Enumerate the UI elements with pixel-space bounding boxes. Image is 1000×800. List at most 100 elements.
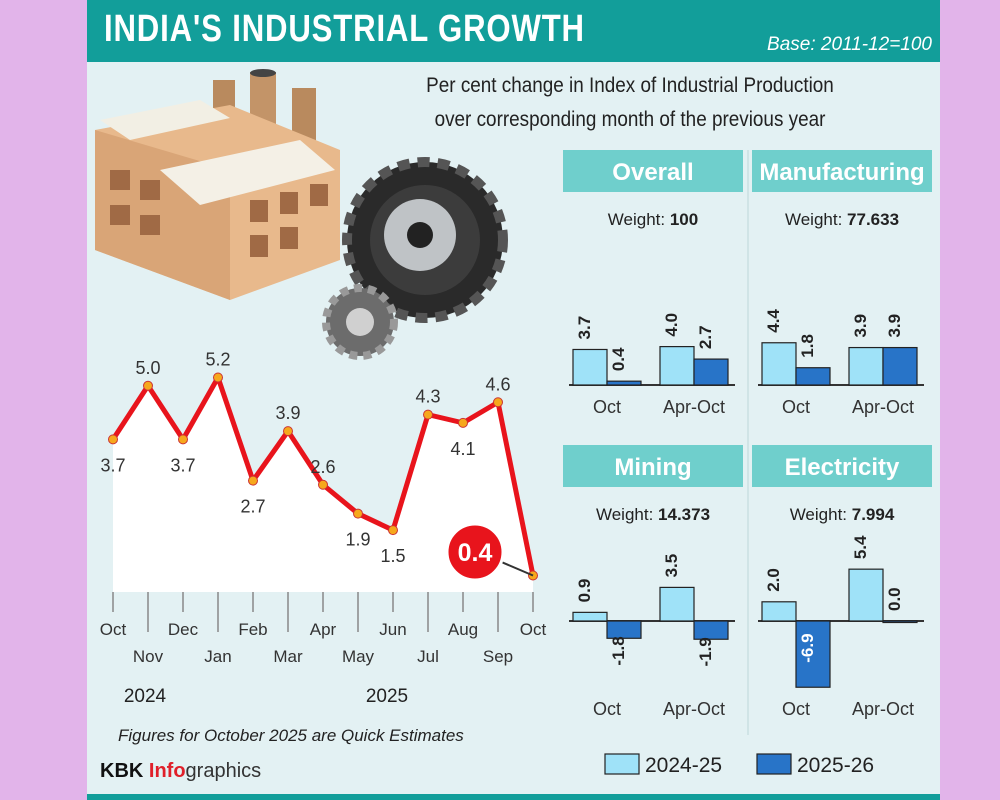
year-label: 2025	[366, 686, 408, 707]
brand-info: Info	[148, 760, 186, 782]
bar-value-label: 3.7	[575, 316, 594, 340]
x-tick-label: May	[342, 647, 375, 666]
highlight-badge	[445, 522, 505, 582]
bar	[606, 380, 642, 386]
bar-category-label: Oct	[782, 699, 810, 719]
panel-weight: Weight: 77.633	[785, 210, 899, 229]
panel-weight: Weight: 14.373	[596, 505, 710, 524]
bar	[882, 346, 918, 386]
legend-label: 2024-25	[645, 754, 722, 777]
panel-weight: Weight: 100	[608, 210, 698, 229]
bar	[606, 620, 642, 639]
bar	[848, 346, 884, 386]
header-band	[87, 0, 940, 62]
data-label: 3.9	[275, 403, 300, 423]
footnote: Figures for October 2025 are Quick Estim…	[118, 726, 464, 745]
factory-icon	[95, 69, 340, 300]
bar-category-label: Oct	[593, 699, 621, 719]
panel-title-bg	[563, 445, 743, 487]
data-label: 4.1	[450, 439, 475, 459]
bar	[882, 620, 918, 624]
x-tick-label: Jun	[379, 620, 406, 639]
data-point	[283, 426, 293, 437]
data-label: 5.0	[135, 358, 160, 378]
bar-value-label: 0.0	[885, 587, 904, 611]
year-label: 2024	[124, 686, 167, 707]
panel-title-bg	[752, 445, 932, 487]
brand-logo: KBK Infographics	[100, 760, 261, 783]
panel-title: Overall	[612, 159, 693, 186]
bar-category-label: Oct	[782, 397, 810, 417]
bar-value-label: 4.4	[764, 309, 783, 333]
bar-category-label: Apr-Oct	[663, 397, 725, 417]
panel-title-bg	[752, 150, 932, 192]
bar-value-label: 4.0	[662, 313, 681, 337]
data-point	[248, 475, 258, 486]
legend-label: 2025-26	[797, 754, 874, 777]
x-tick-label: Jul	[417, 647, 439, 666]
x-tick-label: Oct	[100, 620, 127, 639]
data-label: 3.7	[100, 455, 125, 475]
bar-value-label: 2.7	[696, 325, 715, 349]
legend-swatch	[604, 753, 640, 775]
bar	[572, 611, 608, 622]
footer-band	[87, 794, 940, 800]
bar-value-label: 0.4	[609, 347, 628, 371]
x-tick-label: Mar	[273, 647, 303, 666]
bar-value-label: 3.9	[851, 314, 870, 338]
data-point	[388, 525, 398, 536]
brand-graphics: graphics	[185, 760, 262, 782]
gear-icon	[322, 157, 508, 360]
data-label: 3.7	[170, 455, 195, 475]
data-label: 4.6	[485, 374, 510, 394]
data-point	[493, 397, 503, 408]
data-point	[108, 434, 118, 445]
bar-category-label: Apr-Oct	[852, 699, 914, 719]
bar	[848, 568, 884, 622]
x-tick-label: Apr	[310, 620, 337, 639]
x-tick-label: Dec	[168, 620, 199, 639]
bar	[795, 620, 831, 688]
bar-value-label: 2.0	[764, 568, 783, 592]
data-label: 2.7	[240, 497, 265, 517]
base-year-note: Base: 2011-12=100	[767, 34, 932, 55]
bar	[572, 348, 608, 386]
bar	[659, 346, 695, 386]
data-point	[178, 434, 188, 445]
bar	[795, 367, 831, 386]
bar-value-label: 0.9	[575, 579, 594, 603]
subtitle-line-2: over corresponding month of the previous…	[434, 108, 826, 131]
bar	[693, 620, 729, 640]
bar-value-label: -1.8	[609, 636, 628, 665]
bar-value-label: 5.4	[851, 535, 870, 559]
data-point	[423, 409, 433, 420]
data-label: 1.9	[345, 530, 370, 550]
data-label: 5.2	[205, 350, 230, 370]
brand-kbk: KBK	[100, 760, 149, 782]
panel-title: Mining	[614, 454, 691, 481]
bar	[659, 586, 695, 622]
data-label: 2.6	[310, 457, 335, 477]
data-point	[318, 479, 328, 490]
legend-swatch	[756, 753, 792, 775]
x-tick-label: Jan	[204, 647, 231, 666]
page-title: INDIA'S INDUSTRIAL GROWTH	[104, 8, 585, 50]
x-tick-label: Nov	[133, 647, 164, 666]
bar-value-label: 3.9	[885, 314, 904, 338]
x-tick-label: Oct	[520, 620, 547, 639]
bar-value-label: 3.5	[662, 554, 681, 578]
bar-category-label: Oct	[593, 397, 621, 417]
bar	[693, 358, 729, 386]
bar	[761, 601, 797, 622]
panel-title: Electricity	[785, 454, 900, 481]
bar-value-label: 1.8	[798, 334, 817, 358]
highlight-label: 0.4	[458, 539, 493, 567]
x-tick-label: Feb	[238, 620, 267, 639]
data-point	[353, 508, 363, 519]
panel-title-bg	[563, 150, 743, 192]
panel-title: Manufacturing	[759, 159, 924, 186]
bar	[761, 342, 797, 386]
x-tick-label: Sep	[483, 647, 513, 666]
